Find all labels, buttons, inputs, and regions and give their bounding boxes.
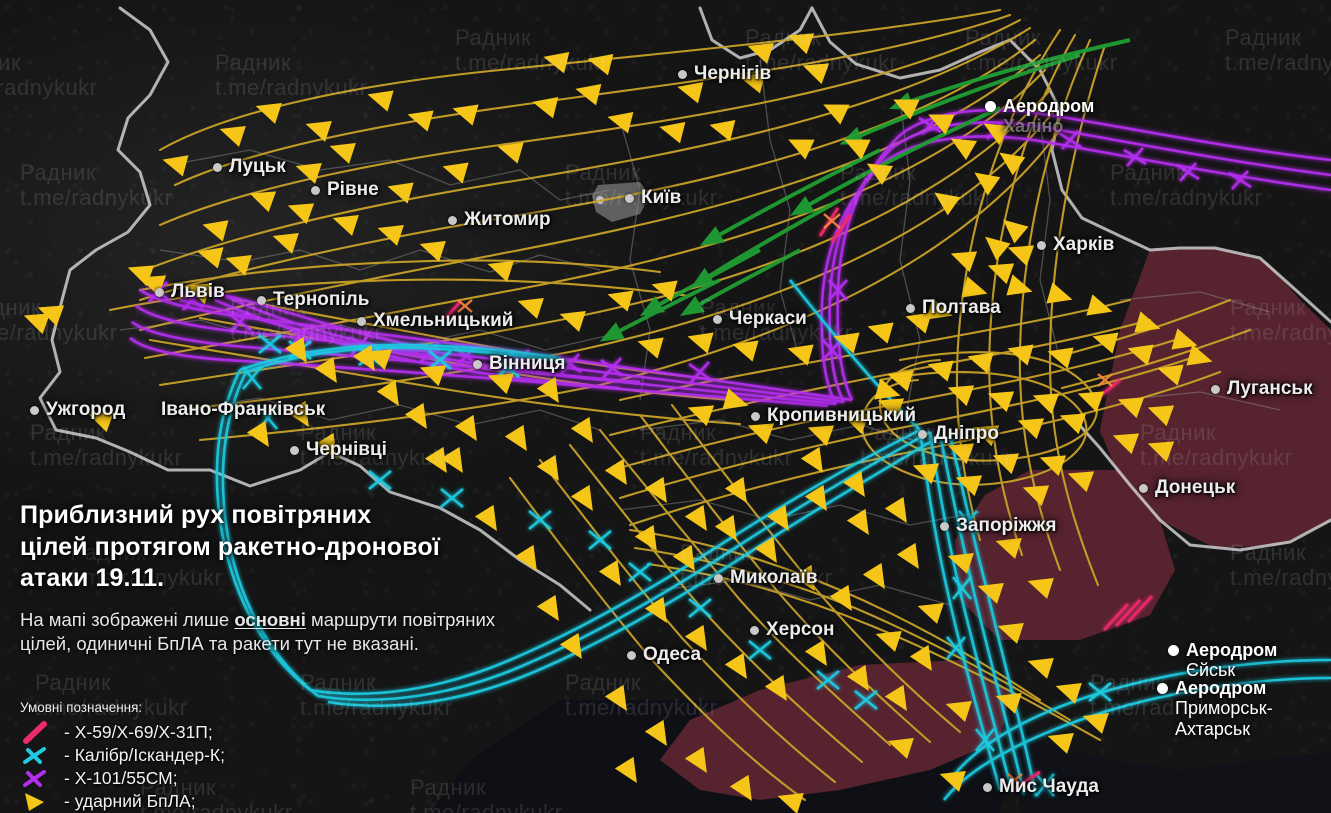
national-border xyxy=(38,6,1331,612)
